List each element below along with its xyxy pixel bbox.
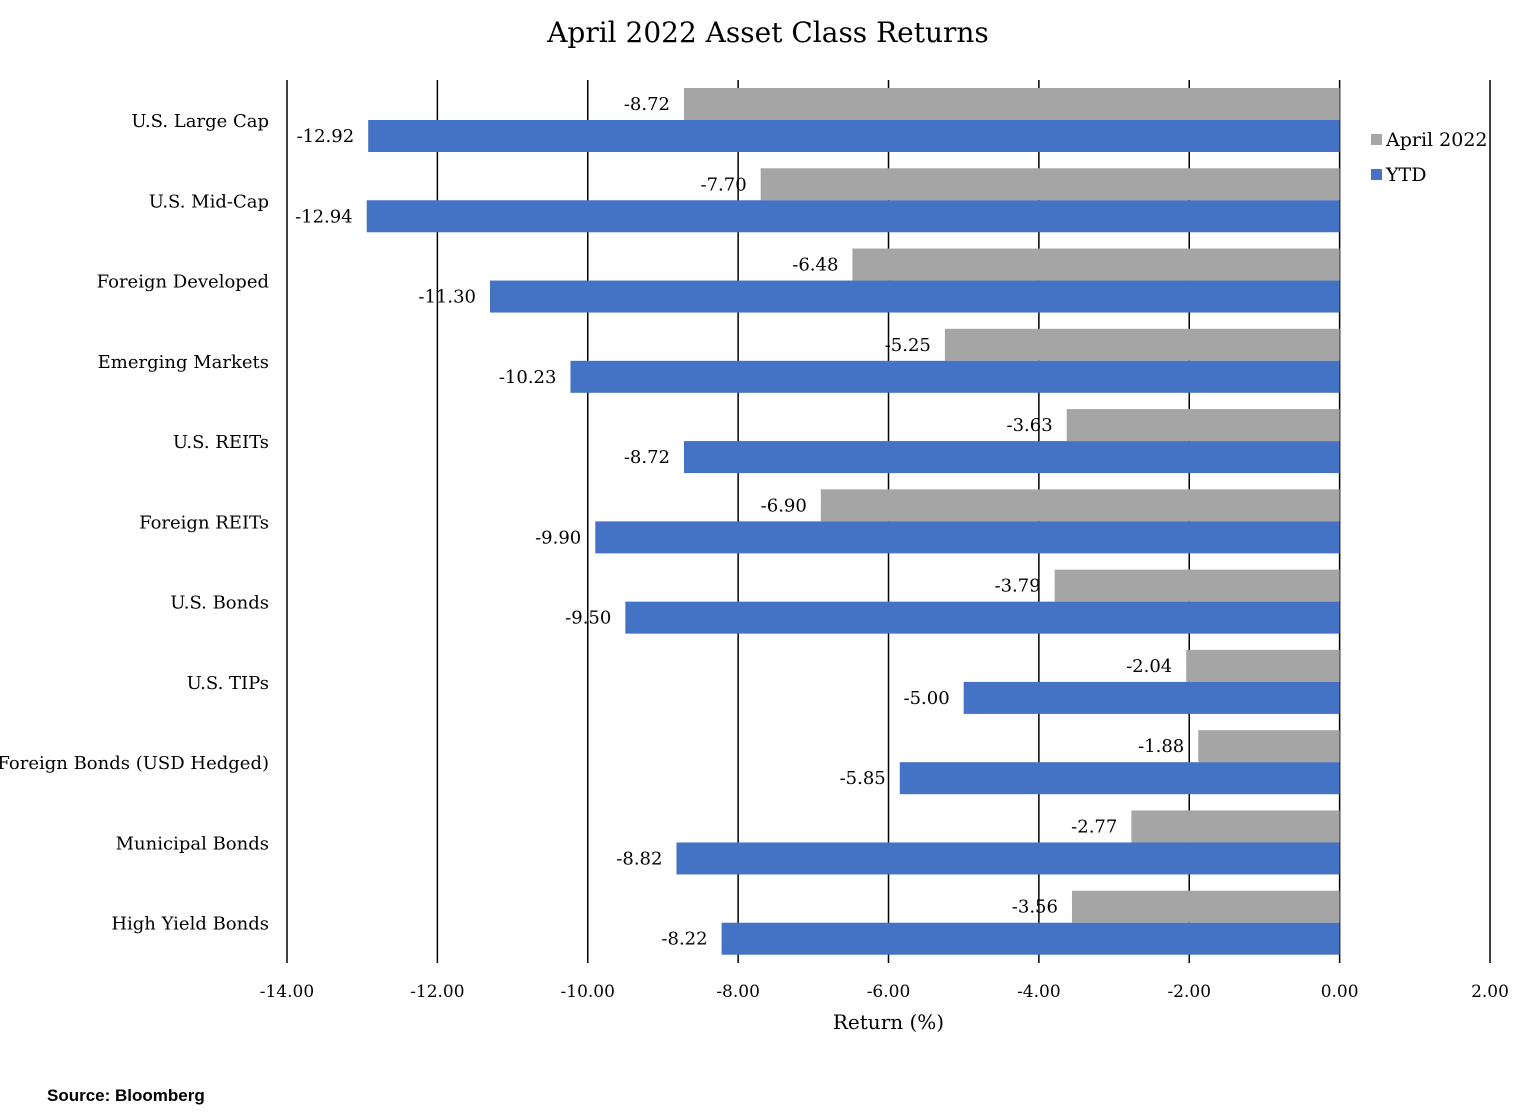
april-2022-bar xyxy=(1198,730,1340,763)
x-tick-label: -2.00 xyxy=(1167,982,1211,1002)
source-note: Source: Bloomberg xyxy=(47,1086,205,1105)
april-2022-bar xyxy=(1131,810,1340,843)
ytd-bar xyxy=(368,120,1340,152)
category-label: U.S. Bonds xyxy=(170,593,269,614)
legend-swatch-ytd xyxy=(1371,169,1382,180)
april-2022-data-label: -2.77 xyxy=(1071,816,1117,837)
x-tick-label: -12.00 xyxy=(410,982,464,1002)
april-2022-bar xyxy=(1186,649,1340,682)
ytd-bar xyxy=(963,681,1340,714)
ytd-bar xyxy=(676,842,1340,875)
ytd-bar xyxy=(721,922,1340,955)
ytd-data-label: -8.72 xyxy=(624,447,670,468)
april-2022-data-label: -7.70 xyxy=(701,174,747,195)
ytd-data-label: -9.90 xyxy=(535,527,581,548)
x-tick-label: 0.00 xyxy=(1321,982,1359,1002)
bar-chart: -8.72 -12.92 U.S. Large Cap -7.70 -12.94 U.S.… xyxy=(0,80,1509,1034)
x-axis-title: Return (%) xyxy=(833,1010,944,1034)
ytd-data-label: -11.30 xyxy=(418,287,476,308)
april-2022-data-label: -2.04 xyxy=(1126,656,1172,677)
category-label: Foreign Bonds (USD Hedged) xyxy=(0,753,269,774)
april-2022-data-label: -3.63 xyxy=(1007,415,1053,436)
x-tick-label: 2.00 xyxy=(1471,982,1509,1002)
april-2022-data-label: -6.48 xyxy=(792,255,838,276)
ytd-bar xyxy=(625,601,1340,634)
april-2022-data-label: -8.72 xyxy=(624,94,670,115)
x-tick-label: -14.00 xyxy=(260,982,314,1002)
ytd-data-label: -12.94 xyxy=(295,206,353,227)
april-2022-bar xyxy=(944,328,1340,361)
april-2022-data-label: -3.79 xyxy=(994,576,1040,597)
ytd-bar xyxy=(366,200,1340,233)
legend-swatch-april-2022 xyxy=(1371,134,1382,145)
category-label: Foreign Developed xyxy=(97,272,269,293)
april-2022-data-label: -3.56 xyxy=(1012,897,1058,918)
x-tick-label: -8.00 xyxy=(716,982,760,1002)
ytd-data-label: -5.85 xyxy=(840,768,886,789)
chart-title: April 2022 Asset Class Returns xyxy=(547,16,989,49)
category-label: U.S. REITs xyxy=(173,432,269,453)
ytd-data-label: -8.82 xyxy=(616,848,662,869)
category-label: Foreign REITs xyxy=(139,512,269,533)
category-label: U.S. TIPs xyxy=(187,673,269,694)
april-2022-bar xyxy=(1071,890,1340,923)
ytd-bar xyxy=(570,360,1340,393)
april-2022-bar xyxy=(760,168,1340,201)
ytd-data-label: -10.23 xyxy=(499,367,557,388)
x-tick-label: -10.00 xyxy=(561,982,615,1002)
april-2022-data-label: -6.90 xyxy=(761,495,807,516)
category-label: U.S. Large Cap xyxy=(131,111,269,132)
april-2022-bar xyxy=(683,88,1340,120)
category-label: High Yield Bonds xyxy=(111,914,269,935)
april-2022-bar xyxy=(820,489,1340,522)
april-2022-bar xyxy=(1054,569,1340,602)
ytd-data-label: -8.22 xyxy=(661,929,707,950)
ytd-data-label: -12.92 xyxy=(297,126,355,147)
ytd-bar xyxy=(899,762,1340,795)
x-tick-label: -6.00 xyxy=(867,982,911,1002)
ytd-bar xyxy=(683,441,1340,474)
category-label: Municipal Bonds xyxy=(116,833,269,854)
ytd-data-label: -9.50 xyxy=(565,608,611,629)
ytd-bar xyxy=(490,280,1340,313)
legend-label-april-2022: April 2022 xyxy=(1385,129,1488,151)
x-tick-label: -4.00 xyxy=(1017,982,1061,1002)
april-2022-bar xyxy=(852,248,1340,281)
april-2022-data-label: -1.88 xyxy=(1138,736,1184,757)
april-2022-data-label: -5.25 xyxy=(885,335,931,356)
ytd-data-label: -5.00 xyxy=(904,688,950,709)
legend-label-ytd: YTD xyxy=(1385,164,1426,186)
category-label: U.S. Mid-Cap xyxy=(149,191,269,212)
ytd-bar xyxy=(595,521,1340,554)
april-2022-bar xyxy=(1066,409,1340,442)
category-label: Emerging Markets xyxy=(98,352,269,373)
